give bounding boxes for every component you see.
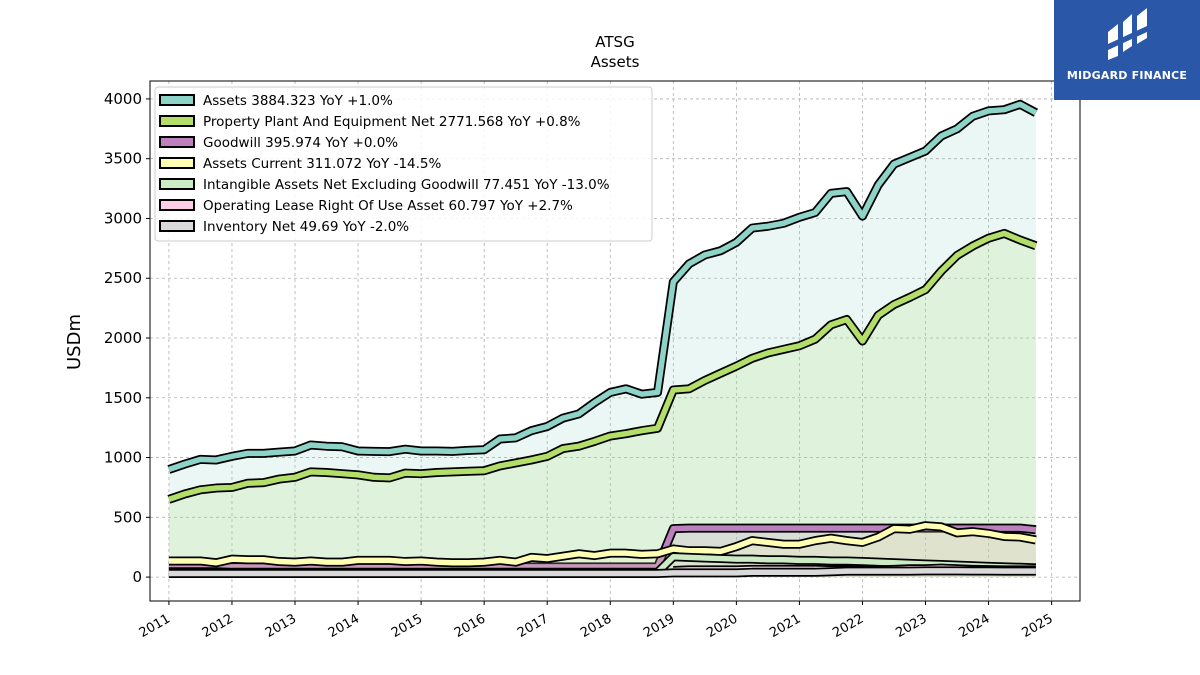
x-tick-label: 2020 [704, 611, 740, 641]
y-tick-label: 0 [132, 568, 142, 586]
legend-swatch [159, 115, 195, 127]
series-inventory-net [168, 566, 1036, 579]
y-axis-label: USDm [64, 314, 85, 370]
y-tick-label: 3500 [104, 150, 142, 168]
line-inventory-net [168, 568, 1036, 577]
x-tick-label: 2014 [326, 611, 362, 641]
legend-swatch [159, 220, 195, 232]
y-tick-label: 3000 [104, 209, 142, 227]
line-assets [168, 101, 1038, 473]
legend-swatch [159, 157, 195, 169]
y-tick-label: 4000 [104, 90, 142, 108]
legend-label: Goodwill 395.974 YoY +0.0% [203, 135, 398, 151]
x-tick-label: 2013 [263, 611, 299, 641]
legend-item: Inventory Net 49.69 YoY -2.0% [159, 219, 409, 235]
legend-label: Property Plant And Equipment Net 2771.56… [203, 114, 581, 130]
x-tick-label: 2017 [515, 611, 551, 641]
x-tick-label: 2019 [641, 611, 677, 641]
chart-subtitle: Assets [591, 53, 640, 71]
chart-title: ATSG [595, 33, 634, 51]
series-areas [167, 99, 1038, 579]
series-assets [167, 99, 1038, 578]
y-tick-label: 1000 [104, 449, 142, 467]
x-tick-label: 2022 [830, 611, 866, 641]
area-fill [168, 233, 1036, 578]
x-tick-label: 2021 [767, 611, 803, 641]
legend-swatch [159, 178, 195, 190]
x-tick-label: 2015 [389, 611, 425, 641]
x-tick-label: 2023 [893, 611, 929, 641]
x-axis: 2011 2012 2013 2014 2015 2016 2017 2018 2019 2020… [137, 601, 1056, 641]
y-tick-label: 2000 [104, 329, 142, 347]
legend-swatch [159, 199, 195, 211]
legend-item: Operating Lease Right Of Use Asset 60.79… [159, 198, 573, 214]
legend-box [154, 86, 653, 242]
logo-mark-icon [1108, 8, 1147, 60]
legend-label: Intangible Assets Net Excluding Goodwill… [203, 177, 610, 193]
legend-item: Assets Current 311.072 YoY -14.5% [159, 156, 442, 172]
legend-swatch [159, 136, 195, 148]
legend-label: Assets Current 311.072 YoY -14.5% [203, 156, 442, 172]
line-property-plant-and-equipment-net [168, 230, 1037, 502]
y-tick-label: 1500 [104, 389, 142, 407]
x-tick-label: 2012 [200, 611, 236, 641]
legend-swatch [159, 94, 195, 106]
legend: Assets 3884.323 YoY +1.0% Property Plant … [154, 86, 653, 242]
line-assets-current [168, 522, 1037, 566]
brand-name: MIDGARD FINANCE [1066, 69, 1188, 82]
legend-label: Assets 3884.323 YoY +1.0% [203, 93, 393, 109]
x-tick-label: 2016 [452, 611, 488, 641]
plot-frame [149, 80, 1081, 602]
area-fill [168, 104, 1036, 578]
legend-item: Goodwill 395.974 YoY +0.0% [159, 135, 398, 151]
series-property-plant-and-equipment-net [167, 228, 1038, 578]
y-tick-label: 500 [113, 508, 142, 526]
x-tick-label: 2018 [578, 611, 614, 641]
brand-logo: MIDGARD FINANCE [1054, 0, 1200, 100]
y-axis: 0 500 1000 1500 2000 2500 3000 3500 4000 [104, 90, 150, 586]
legend-item: Assets 3884.323 YoY +1.0% [159, 93, 393, 109]
x-tick-label: 2024 [956, 611, 992, 641]
legend-label: Inventory Net 49.69 YoY -2.0% [203, 219, 409, 235]
legend-item: Intangible Assets Net Excluding Goodwill… [159, 177, 610, 193]
y-tick-label: 2500 [104, 269, 142, 287]
x-tick-label: 2025 [1019, 611, 1055, 641]
x-tick-label: 2011 [137, 611, 173, 641]
legend-item: Property Plant And Equipment Net 2771.56… [159, 114, 581, 130]
legend-label: Operating Lease Right Of Use Asset 60.79… [203, 198, 573, 214]
